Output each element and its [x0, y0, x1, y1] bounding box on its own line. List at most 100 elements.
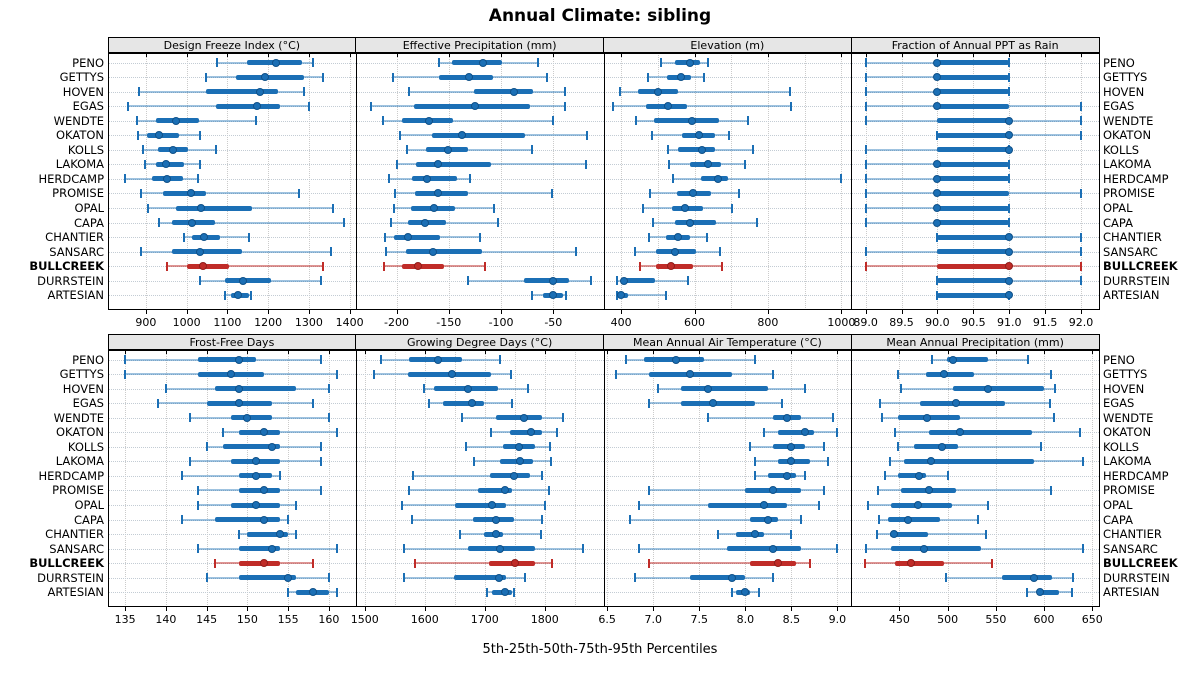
site-label-right: SANSARC [1103, 244, 1158, 259]
median-dot [727, 573, 736, 582]
iqr-bar [726, 546, 801, 552]
axis-tick-top [837, 350, 839, 354]
whisker-cap [197, 500, 200, 510]
whisker-cap [248, 232, 251, 242]
median-dot [549, 291, 558, 300]
axis-tick-label: 650 [1081, 613, 1103, 626]
whisker-cap [976, 515, 979, 525]
whisker-cap [671, 174, 674, 184]
whisker-cap [652, 218, 655, 228]
panel-strip: Frost-Free Days [107, 334, 357, 350]
panel-strip-title: Growing Degree Days (°C) [406, 336, 553, 349]
gridline-vertical [653, 350, 655, 607]
gridline-vertical [699, 350, 701, 607]
site-label-right: PENO [1103, 55, 1135, 70]
whisker-cap [753, 471, 756, 481]
axis-tick-bottom [227, 310, 229, 314]
axis-tick-top [227, 53, 229, 57]
whisker-cap [140, 247, 143, 257]
whisker-cap [189, 413, 192, 423]
axis-tick-bottom [145, 310, 147, 314]
iqr-bar [937, 278, 1010, 284]
axis-tick-label: 8.5 [782, 613, 801, 626]
whisker-cap [319, 355, 322, 364]
median-dot [1005, 233, 1014, 242]
whisker-cap [634, 116, 637, 126]
whisker-cap [748, 442, 751, 452]
whisker-cap [182, 232, 185, 242]
site-label-left: DURRSTEIN [37, 570, 104, 585]
whisker-cap [126, 101, 129, 111]
whisker-cap [509, 369, 512, 379]
gridline-vertical [901, 53, 903, 310]
site-label-right: OKATON [1103, 425, 1152, 440]
median-dot [674, 233, 683, 242]
median-dot [914, 471, 923, 480]
iqr-bar [674, 220, 717, 226]
gridline-vertical [328, 350, 330, 607]
median-dot [1005, 291, 1014, 300]
whisker-cap [438, 58, 441, 67]
whisker-cap [205, 442, 208, 452]
gridline-vertical [501, 53, 503, 310]
axis-tick-label: 1100 [213, 316, 242, 329]
iqr-bar [937, 249, 1010, 255]
gridline-horizontal [603, 432, 852, 434]
axis-tick-bottom [607, 607, 609, 611]
axis-tick-label: 140 [155, 613, 177, 626]
median-dot [198, 262, 207, 271]
median-dot [704, 384, 713, 393]
whisker-cap [205, 72, 208, 82]
whisker-cap [181, 515, 184, 525]
site-label-left: ARTESIAN [47, 585, 104, 600]
gridline-vertical [288, 350, 290, 607]
site-label-right: WENDTE [1103, 113, 1154, 128]
iqr-bar [205, 89, 279, 95]
whisker-cap [1080, 116, 1083, 126]
iqr-bar [432, 132, 526, 138]
axis-tick-top [973, 53, 975, 57]
axis-tick-bottom [995, 607, 997, 611]
gridline-horizontal [851, 534, 1099, 536]
iqr-bar [904, 458, 1035, 464]
axis-tick-label: 6.5 [598, 613, 616, 626]
gridline-horizontal [355, 446, 604, 448]
gridline-vertical [995, 350, 997, 607]
axis-tick-label: 900 [135, 316, 157, 329]
panel-strip-title: Effective Precipitation (mm) [402, 39, 557, 52]
axis-tick-label: 90.5 [961, 316, 986, 329]
iqr-bar [455, 502, 507, 508]
site-label-left: HOVEN [62, 381, 104, 396]
gridline-vertical [553, 53, 555, 310]
iqr-bar [156, 161, 184, 167]
whisker-cap [140, 188, 143, 198]
iqr-bar [224, 278, 271, 284]
gridline-horizontal [603, 295, 852, 297]
gridline-vertical [165, 350, 167, 607]
whisker-cap [883, 471, 886, 481]
gridline-vertical [544, 350, 546, 607]
whisker-cap [788, 87, 791, 97]
median-dot [919, 544, 928, 553]
axis-tick-bottom [767, 310, 769, 314]
whisker-cap [297, 188, 300, 198]
gridline-vertical [206, 350, 208, 607]
site-label-right: DURRSTEIN [1103, 273, 1170, 288]
iqr-bar [654, 118, 719, 124]
iqr-bar [777, 429, 815, 435]
whisker-cap [730, 203, 733, 213]
whisker-cap [619, 87, 622, 97]
median-dot [479, 58, 488, 67]
gridline-vertical [448, 53, 450, 310]
gridline-vertical [186, 53, 188, 310]
whisker-cap [758, 587, 761, 597]
median-dot [429, 247, 438, 256]
axis-tick-top [694, 53, 696, 57]
gridline-horizontal [355, 417, 604, 419]
whisker-cap [536, 58, 539, 67]
iqr-bar [937, 118, 1010, 124]
whisker-cap [1008, 87, 1011, 97]
axis-tick-bottom [553, 310, 555, 314]
median-dot [933, 204, 942, 212]
iqr-bar [222, 444, 280, 450]
